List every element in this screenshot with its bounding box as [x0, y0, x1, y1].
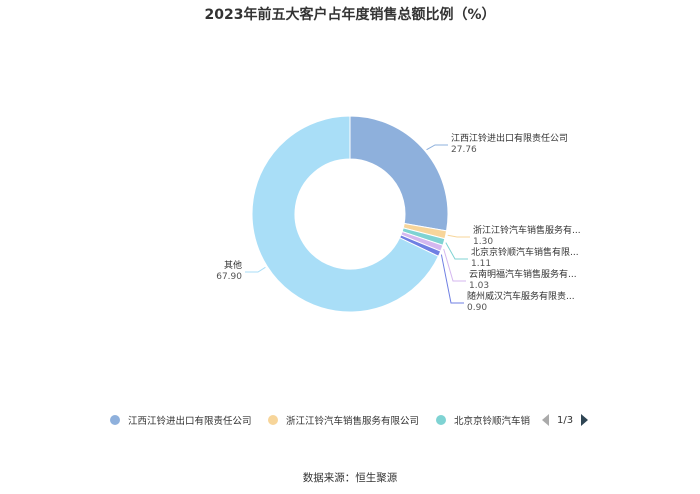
legend-prev-icon[interactable] [542, 414, 549, 426]
slice-value-2: 1.11 [471, 259, 491, 269]
slice-label-5: 其他 [224, 259, 242, 271]
slice-value-0: 27.76 [451, 145, 477, 155]
legend-label: 北京京铃顺汽车销 [454, 416, 531, 427]
slice-value-5: 67.90 [216, 272, 242, 282]
legend-swatch [436, 415, 446, 425]
slice-5[interactable] [251, 115, 440, 313]
slice-label-0: 江西江铃进出口有限责任公司 [451, 132, 568, 144]
leader-line-3 [443, 248, 466, 282]
legend-item-0[interactable]: 江西江铃进出口有限责任公司 [110, 410, 252, 430]
slice-0[interactable] [349, 115, 449, 232]
legend-swatch [268, 415, 278, 425]
legend-page-indicator: 1/3 [557, 414, 574, 426]
legend-pager: 1/3 [542, 410, 589, 430]
legend-label: 江西江铃进出口有限责任公司 [128, 416, 252, 427]
leader-line-4 [440, 254, 464, 304]
data-source: 数据来源：恒生聚源 [302, 472, 398, 484]
leader-line-0 [426, 144, 448, 151]
legend-label: 浙江江铃汽车销售服务有限公司 [286, 416, 420, 427]
slice-label-3: 云南明福汽车销售服务有... [469, 268, 577, 280]
legend: 江西江铃进出口有限责任公司 浙江江铃汽车销售服务有限公司 北京京铃顺汽车销 1/… [0, 410, 700, 430]
leader-line-1 [447, 234, 470, 238]
slice-label-4: 随州威汉汽车服务有限责... [467, 290, 575, 302]
legend-next-icon[interactable] [581, 414, 589, 426]
legend-item-2[interactable]: 北京京铃顺汽车销 [436, 410, 530, 430]
leader-line-5 [245, 266, 266, 273]
slice-label-2: 北京京铃顺汽车销售有限... [471, 246, 579, 258]
slice-value-4: 0.90 [467, 303, 487, 313]
chart-title: 2023年前五大客户占年度销售总额比例（%） [204, 7, 496, 23]
leader-line-2 [445, 242, 468, 260]
slice-value-1: 1.30 [473, 237, 493, 247]
slice-label-1: 浙江江铃汽车销售服务有... [473, 224, 581, 236]
legend-item-1[interactable]: 浙江江铃汽车销售服务有限公司 [268, 410, 419, 430]
slice-value-3: 1.03 [469, 281, 489, 291]
legend-swatch [110, 415, 120, 425]
